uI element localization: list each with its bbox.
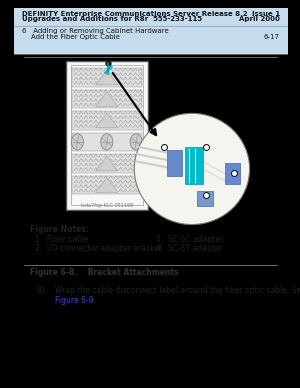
Text: Upgrades and Additions for R8r  555-233-115: Upgrades and Additions for R8r 555-233-1… [22,16,202,22]
Text: 6-17: 6-17 [264,34,280,40]
Polygon shape [96,70,118,85]
Text: lcda7fop KLC 051198: lcda7fop KLC 051198 [81,203,133,208]
Polygon shape [96,113,118,128]
Text: DEFINITY Enterprise Communications Server Release 8.2: DEFINITY Enterprise Communications Serve… [22,11,248,17]
Text: 2.  I/O connector adapter bracket: 2. I/O connector adapter bracket [35,244,163,253]
Text: Wrap the cable disconnect label around the fiber optic cable. See: Wrap the cable disconnect label around t… [55,286,300,294]
Bar [66,61,148,210]
Text: Figure 6-9: Figure 6-9 [55,296,93,305]
Bar [72,176,142,194]
Bar [14,8,288,54]
Bar [70,65,143,205]
Circle shape [130,134,142,150]
Text: April 2000: April 2000 [239,16,280,22]
Bar [197,191,212,206]
Text: 6   Adding or Removing Cabinet Hardware: 6 Adding or Removing Cabinet Hardware [22,28,169,34]
Text: Add the Fiber Optic Cable: Add the Fiber Optic Cable [22,34,120,40]
Text: Figure 6-8.    Bracket Attachments: Figure 6-8. Bracket Attachments [30,268,178,277]
Ellipse shape [134,113,250,225]
Circle shape [101,134,113,150]
Text: 10.: 10. [35,286,47,294]
Bar [72,133,142,151]
Bar [72,90,142,108]
Circle shape [71,134,83,150]
Text: 1.  Fiber cable: 1. Fiber cable [35,235,89,244]
Polygon shape [96,178,118,192]
Bar [72,154,142,173]
Text: Issue 1: Issue 1 [252,11,280,17]
Text: 4.  SC-ST adapter: 4. SC-ST adapter [156,244,223,253]
Polygon shape [96,156,118,171]
Polygon shape [96,92,118,106]
Bar [225,163,240,184]
Bar [72,68,142,87]
Bar [185,147,203,184]
Text: 3.  SC-SC adapter: 3. SC-SC adapter [156,235,224,244]
Text: Figure Notes:: Figure Notes: [30,225,89,234]
Bar [167,151,182,177]
Bar [72,111,142,130]
